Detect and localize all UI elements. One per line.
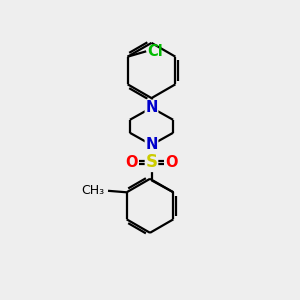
Text: Cl: Cl xyxy=(148,44,164,59)
Text: CH₃: CH₃ xyxy=(81,184,104,197)
Text: S: S xyxy=(146,153,158,171)
Text: O: O xyxy=(165,155,178,170)
Text: O: O xyxy=(125,155,138,170)
Text: N: N xyxy=(145,100,158,115)
Text: N: N xyxy=(145,137,158,152)
